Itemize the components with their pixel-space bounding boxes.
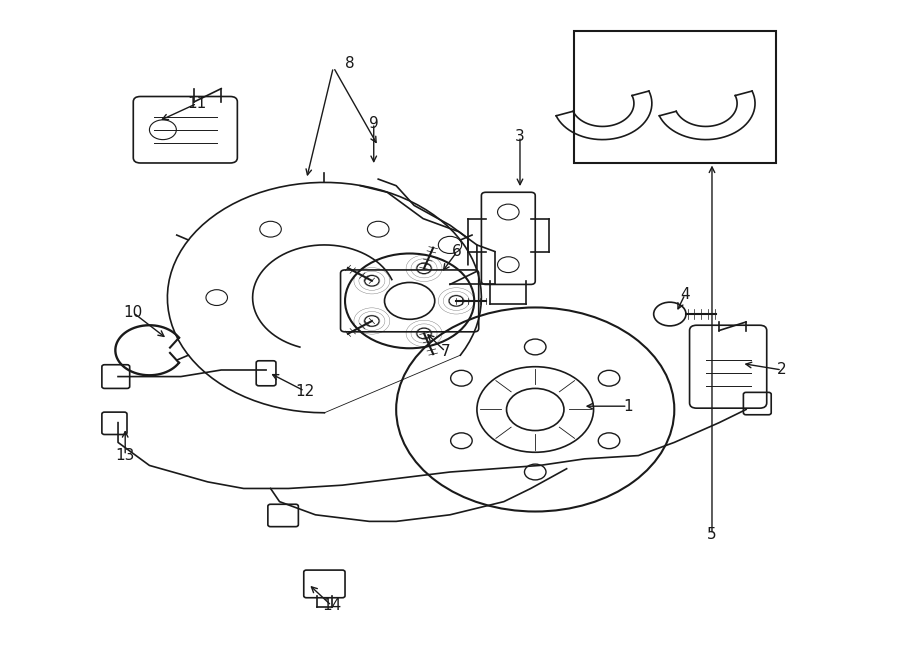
Circle shape: [417, 263, 431, 274]
Circle shape: [417, 328, 431, 338]
Text: 10: 10: [123, 305, 143, 320]
Text: 3: 3: [515, 129, 525, 144]
Text: 12: 12: [295, 383, 314, 399]
Text: 11: 11: [187, 96, 207, 111]
Text: 4: 4: [680, 287, 690, 302]
Circle shape: [364, 276, 379, 286]
Bar: [574, 31, 776, 163]
Text: 7: 7: [441, 344, 450, 359]
Text: 6: 6: [453, 244, 462, 259]
Text: 8: 8: [345, 56, 355, 71]
Text: 1: 1: [623, 399, 633, 414]
Circle shape: [449, 295, 464, 306]
Text: 13: 13: [115, 448, 135, 463]
Circle shape: [364, 316, 379, 327]
Text: 2: 2: [778, 362, 787, 377]
Text: 14: 14: [322, 598, 341, 613]
Text: 9: 9: [369, 116, 379, 131]
Text: 5: 5: [707, 527, 716, 542]
